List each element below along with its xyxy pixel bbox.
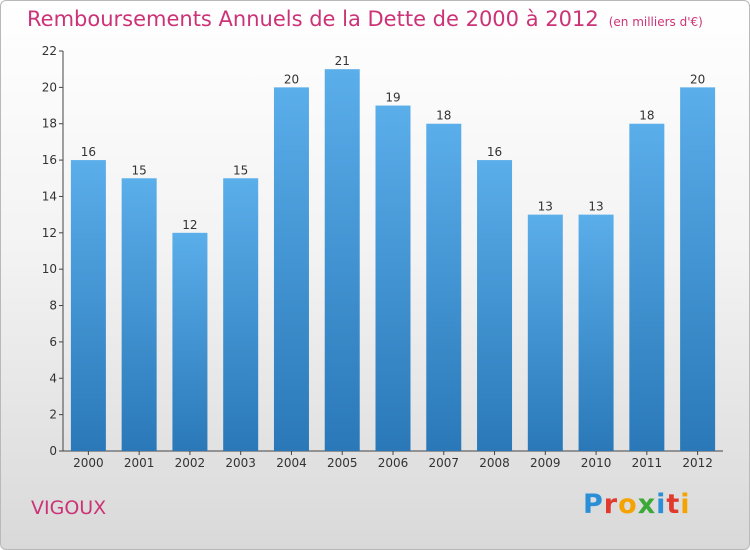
- x-tick-label: 2001: [124, 456, 155, 470]
- bar: [578, 214, 614, 451]
- x-tick-label: 2008: [479, 456, 510, 470]
- y-tick-label: 20: [42, 80, 57, 94]
- bar: [223, 178, 259, 452]
- chart-unit: (en milliers d'€): [608, 15, 703, 29]
- logo-letter: o: [618, 489, 638, 520]
- bar: [70, 160, 106, 451]
- x-tick-label: 2002: [175, 456, 206, 470]
- data-label: 18: [639, 109, 654, 123]
- data-label: 21: [335, 54, 350, 68]
- y-tick-label: 4: [49, 371, 57, 385]
- x-tick-label: 2012: [682, 456, 713, 470]
- logo-letter: i: [656, 489, 667, 520]
- y-tick-label: 6: [49, 335, 57, 349]
- logo-letter: r: [603, 489, 619, 520]
- x-tick-label: 2010: [581, 456, 612, 470]
- proxiti-logo[interactable]: Proxiti: [583, 489, 691, 520]
- bar: [527, 214, 563, 451]
- chart-title-text: Remboursements Annuels de la Dette de 20…: [27, 7, 599, 31]
- x-tick-label: 2011: [632, 456, 663, 470]
- x-tick-label: 2007: [428, 456, 459, 470]
- y-tick-label: 14: [42, 189, 57, 203]
- y-tick-label: 16: [42, 153, 57, 167]
- y-tick-label: 12: [42, 226, 57, 240]
- data-label: 13: [588, 200, 603, 214]
- data-label: 16: [81, 145, 96, 159]
- bar: [172, 232, 208, 451]
- data-label: 18: [436, 109, 451, 123]
- logo-letter: i: [680, 489, 691, 520]
- bar: [680, 87, 716, 451]
- commune-name: VIGOUX: [31, 497, 107, 519]
- chart-title: Remboursements Annuels de la Dette de 20…: [27, 7, 703, 31]
- x-tick-label: 2003: [225, 456, 256, 470]
- data-label: 20: [284, 72, 299, 86]
- data-label: 16: [487, 145, 502, 159]
- y-tick-label: 18: [42, 117, 57, 131]
- logo-letter: t: [666, 489, 681, 520]
- data-label: 13: [538, 200, 553, 214]
- y-tick-label: 8: [49, 299, 57, 313]
- data-label: 20: [690, 72, 705, 86]
- logo-letter: P: [583, 489, 604, 520]
- bar: [477, 160, 513, 451]
- bar: [121, 178, 157, 452]
- bar: [426, 123, 462, 452]
- data-label: 15: [233, 163, 248, 177]
- y-tick-label: 2: [49, 408, 57, 422]
- bar: [629, 123, 665, 452]
- x-tick-label: 2006: [378, 456, 409, 470]
- bar: [273, 87, 309, 451]
- y-tick-label: 22: [42, 44, 57, 58]
- data-label: 15: [132, 163, 147, 177]
- bar: [324, 69, 360, 451]
- bar: [375, 105, 411, 451]
- x-tick-label: 2009: [530, 456, 561, 470]
- x-tick-label: 2000: [73, 456, 104, 470]
- data-label: 12: [182, 218, 197, 232]
- y-tick-label: 0: [49, 444, 57, 458]
- data-label: 19: [385, 91, 400, 105]
- y-tick-label: 10: [42, 262, 57, 276]
- x-tick-label: 2004: [276, 456, 307, 470]
- logo-letter: x: [637, 489, 657, 520]
- x-tick-label: 2005: [327, 456, 358, 470]
